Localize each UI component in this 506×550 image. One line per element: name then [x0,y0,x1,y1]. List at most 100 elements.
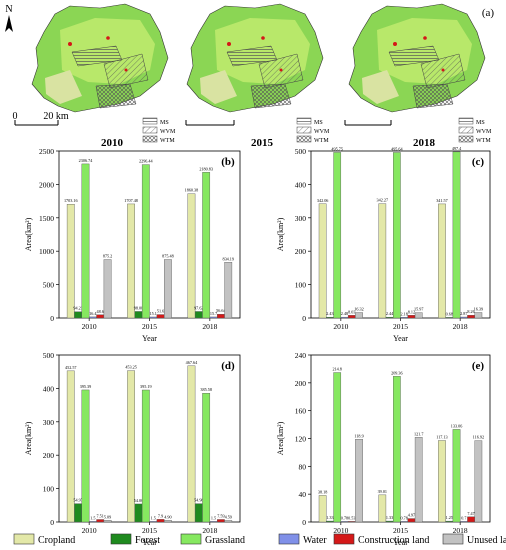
data-label: 1.5 [211,515,216,520]
bar-forest [326,520,334,523]
data-label: 54.06 [134,498,143,503]
data-label: 1.33 [386,515,393,520]
map-legend-label: WTM [160,138,175,144]
data-label: 5.09 [104,514,111,519]
panel-label: (b) [221,156,235,168]
data-label: 54.98 [194,498,203,503]
data-label: 0.68 [446,311,453,316]
x-tick-label: 2015 [142,526,157,535]
bar-chart-c: 0 100 200 300 400 500 Area(km²) (c) 2010 342.06 2.… [276,146,491,343]
bar-construction-land [216,519,225,523]
bar-cropland [187,193,196,319]
panel-label-a: (a) [482,7,495,19]
map-legend-label: WTM [314,138,329,144]
x-tick-label: 2018 [202,322,217,331]
svg-text:N: N [5,4,12,15]
legend-label: Forest [135,535,160,546]
data-label: 395.39 [80,384,92,389]
data-label: 1.5 [151,515,156,520]
x-tick-label: 2010 [333,322,348,331]
y-tick-label: 2000 [39,180,54,189]
data-label: 0.7 [461,515,466,520]
data-label: 341.57 [436,198,448,203]
legend-swatch [278,533,300,545]
data-label: 15.7 [210,311,217,316]
y-tick-label: 1500 [39,214,54,223]
bar-construction-land [156,314,165,319]
bar-unused-land [414,437,423,523]
bar-water [149,521,158,523]
y-tick-label: 500 [295,147,307,156]
x-axis-label: Year [393,538,408,547]
map-legend-swatch [458,126,474,134]
y-tick-label: 400 [43,384,55,393]
x-axis-label: Year [393,334,408,343]
y-tick-label: 2500 [39,147,54,156]
data-label: 39.01 [378,489,387,494]
data-label: 2.87 [460,311,467,316]
data-label: 118.9 [354,433,363,438]
legend-swatch [180,533,202,545]
data-label: 1.5 [90,515,95,520]
y-tick-label: 0 [50,518,54,527]
data-label: 16.39 [474,307,483,312]
bar-chart-e: 0 40 80 120 160 200 240 Area(km²) (e) 2010 38.18 1.… [276,351,491,547]
map-legend-label: MS [476,120,485,126]
data-label: 4.97 [408,513,415,518]
y-tick-label: 200 [295,379,307,388]
legend: Cropland Forest Grassland Water Construction… [13,533,506,546]
map-year-2010: 2010 [101,137,124,149]
bar-water [209,521,218,523]
map-legend-label: WVM [160,129,176,135]
bar-construction-land [407,315,416,319]
bar-grassland [333,152,342,319]
data-label: 1703.16 [64,198,78,203]
x-tick-label: 2010 [82,322,97,331]
data-label: 214.8 [332,367,341,372]
bar-unused-land [414,312,423,319]
map-legend-label: WVM [476,129,492,135]
data-label: 2296.44 [139,159,154,164]
data-label: 342.06 [317,198,329,203]
bar-forest [385,316,394,319]
y-tick-label: 200 [295,247,307,256]
data-label: 453.25 [125,365,137,370]
scale-bar [344,120,392,126]
x-tick-label: 2015 [393,322,408,331]
data-label: 2.44 [386,311,394,316]
data-label: 1.33 [326,515,333,520]
bar-cropland [66,370,75,523]
x-tick-label: 2018 [202,526,217,535]
bar-forest [74,311,83,319]
bar-construction-land [216,314,225,319]
bar-construction-land [467,516,475,523]
data-label: 497.4 [452,146,462,151]
bar-forest [194,311,203,319]
bar-construction-land [96,519,105,523]
data-label: 117.13 [436,434,447,439]
y-tick-label: 240 [295,351,307,360]
data-label: 1860.38 [185,188,199,193]
bar-forest [326,316,334,319]
legend-label: Construction land [358,535,429,546]
bar-unused-land [164,520,172,523]
bar-unused-land [224,262,233,319]
legend-label: Grassland [205,535,245,546]
bar-construction-land [156,519,165,523]
bar-grassland [452,151,461,319]
legend-swatch [442,533,464,545]
bar-grassland [141,389,150,523]
data-label: 2.43 [326,311,333,316]
data-label: 495.75 [331,146,343,151]
bar-construction-land [407,518,416,523]
y-tick-label: 0 [302,314,306,323]
legend-label: Unused land [467,535,506,546]
map-year-2015: 2015 [251,137,274,149]
bar-unused-land [355,439,363,523]
bar-chart-b: 0 500 1000 1500 2000 2500 Area(km²) (b) 2010 1703… [24,147,241,343]
bar-forest [445,317,454,319]
bar-unused-land [474,312,483,319]
map-legend-label: WTM [476,138,491,144]
land-use-map [348,3,486,113]
x-tick-label: 2015 [393,526,408,535]
